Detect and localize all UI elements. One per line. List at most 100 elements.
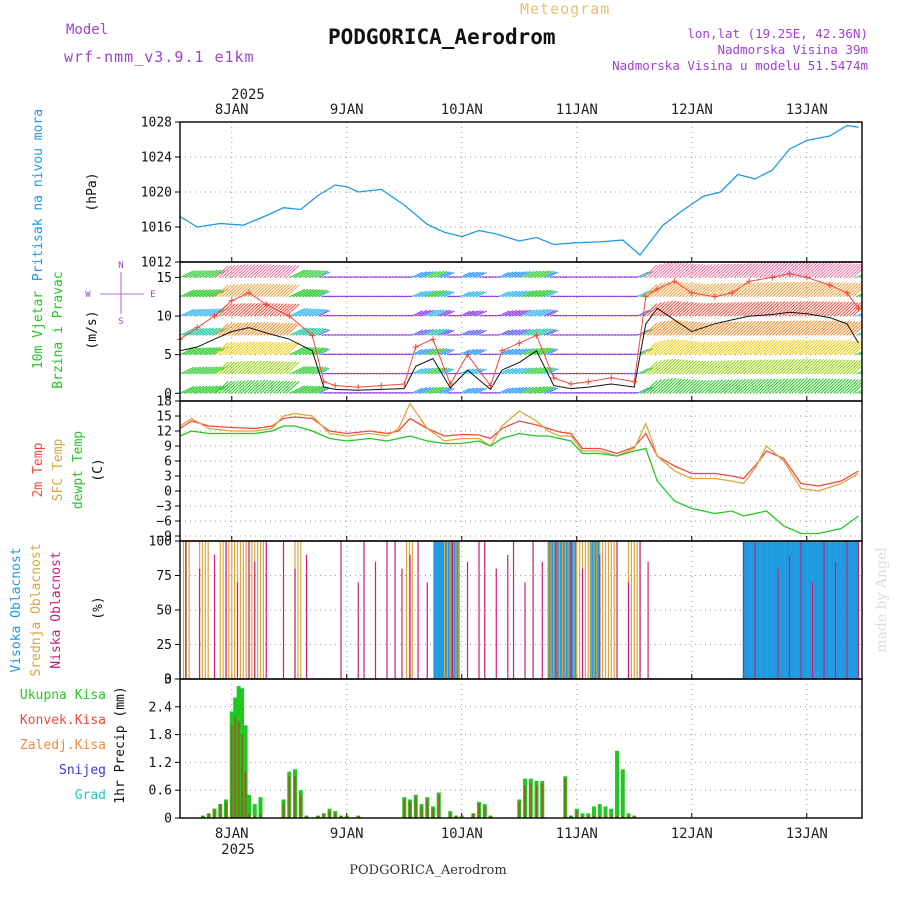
gust-marker (550, 374, 557, 381)
wind-barb (836, 359, 853, 375)
wind-barb (430, 290, 445, 298)
total-precip-bar (620, 769, 625, 818)
wind-barb (376, 295, 381, 298)
wind-barb (643, 264, 658, 278)
wind-barb (402, 353, 407, 356)
wind-barb (357, 295, 362, 298)
wind-barb (682, 379, 698, 394)
wind-barb (260, 264, 275, 278)
wind-barb (189, 385, 205, 394)
gust-marker (378, 382, 385, 389)
wind-barb (546, 329, 559, 336)
wind-compass: N W E S (85, 261, 155, 327)
wind-barb (781, 378, 799, 394)
wind-barb (852, 307, 862, 317)
wind-barb (563, 353, 568, 356)
wind-barb (527, 347, 542, 356)
wind-barb (582, 295, 587, 298)
wind-barb (398, 391, 403, 394)
wind-barb (405, 353, 410, 356)
wind-barb (559, 276, 565, 278)
wind-barb (195, 366, 211, 375)
wind-barb (180, 289, 195, 298)
wind-barb (694, 283, 710, 298)
wind-barb (524, 270, 538, 278)
wind-barb (414, 329, 427, 336)
total-precip-bar (609, 808, 614, 818)
wind-barb (714, 302, 730, 317)
wind-barb (604, 372, 610, 375)
wind-barb (237, 360, 253, 375)
wind-barb (269, 283, 284, 298)
wind-barb (353, 391, 358, 394)
wind-barb (810, 281, 828, 298)
wind-barb (553, 276, 558, 278)
wind-barb (453, 391, 458, 394)
total-precip-bar (615, 750, 620, 818)
wind-barb (727, 340, 743, 356)
wind-barb (260, 380, 275, 394)
wind-barb (269, 264, 284, 278)
wind-barb (360, 372, 365, 375)
wind-barb (669, 378, 686, 394)
wind-barb (704, 263, 720, 278)
wind-barb (833, 301, 850, 317)
wind-barb (402, 391, 407, 394)
wind-barb (298, 289, 315, 298)
wind-barb (505, 367, 518, 375)
gust-marker (533, 332, 540, 339)
wind-barb (266, 264, 281, 278)
wind-barb (704, 341, 720, 356)
wind-barb (649, 340, 666, 356)
wind-barb (781, 320, 799, 336)
wind-barb (566, 276, 571, 278)
wind-barb (743, 262, 760, 278)
wind-barb (714, 321, 730, 336)
wind-barb (717, 321, 733, 336)
wind-barb (807, 359, 824, 375)
wind-barb (180, 347, 195, 356)
wind-barb (353, 276, 358, 278)
wind-barb (785, 281, 802, 298)
wind-barb (285, 303, 300, 317)
wind-barb (357, 372, 362, 375)
wind-barb (810, 378, 828, 394)
low-cloud-label: Niska Oblacnost (49, 551, 64, 668)
wind-barb (466, 271, 479, 278)
wind-barb (308, 385, 324, 394)
total-precip-bar (247, 794, 252, 818)
wind-barb (221, 264, 236, 278)
wind-barb (788, 281, 805, 298)
wind-barb (633, 334, 639, 336)
conv-precip-bar (483, 806, 486, 818)
wind-barb (186, 328, 201, 336)
wind-barb (353, 334, 358, 336)
wind-barb (382, 372, 387, 375)
wind-barb (376, 353, 381, 356)
wind-barb (463, 271, 475, 278)
wind-barb (511, 271, 524, 278)
wind-barb (489, 314, 494, 317)
wind-barb (633, 314, 639, 317)
wind-barb (797, 262, 815, 278)
wind-barb (524, 367, 538, 375)
wind-barb (637, 348, 649, 356)
wind-barb (791, 378, 808, 394)
wind-barb (688, 341, 703, 356)
wind-barb (234, 302, 249, 317)
precipitation-ytick-label: 1.2 (149, 756, 172, 771)
wind-barb (344, 372, 349, 375)
wind-barb (604, 314, 610, 317)
wind-barb (344, 276, 349, 278)
wind-barb (308, 289, 324, 298)
wind-barb (495, 276, 500, 278)
wind-barb (707, 379, 723, 394)
wind-barb (624, 295, 629, 298)
wind-barb (240, 380, 256, 394)
wind-barb (817, 339, 834, 356)
wind-barb (414, 387, 427, 394)
wind-barb (611, 295, 616, 298)
wind-barb (710, 283, 727, 298)
gust-marker (309, 332, 316, 339)
pressure-ytick-label: 1024 (141, 151, 172, 166)
